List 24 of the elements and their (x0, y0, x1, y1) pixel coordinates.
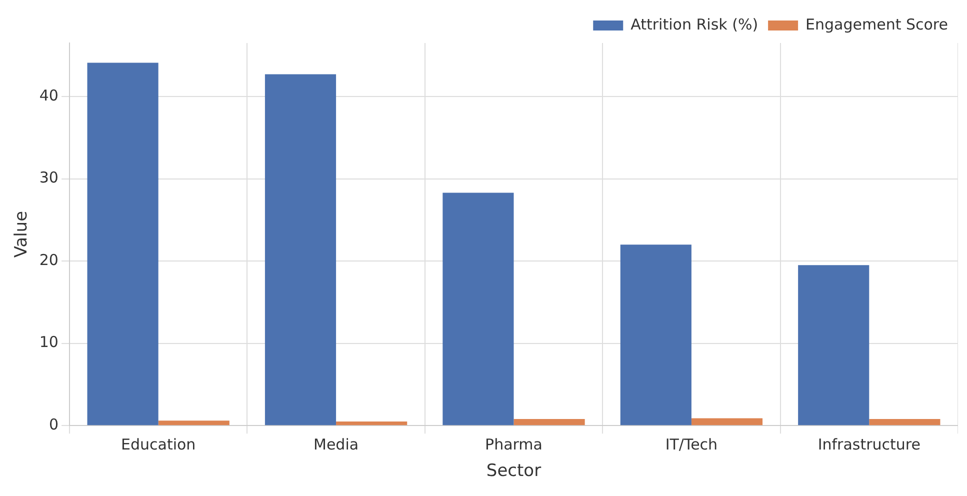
bar (691, 418, 763, 426)
x-axis-title: Sector (486, 461, 542, 482)
y-tick-label: 40 (39, 86, 58, 104)
x-tick-label: IT/Tech (665, 435, 718, 454)
bar (514, 419, 585, 426)
y-axis-title: Value (12, 210, 32, 258)
legend-label: Engagement Score (806, 15, 948, 34)
bar (442, 192, 514, 426)
bar (620, 244, 692, 426)
bar (264, 74, 336, 426)
y-tick-label: 10 (39, 333, 58, 352)
bar (869, 419, 940, 426)
x-tick-label: Media (314, 435, 359, 454)
x-tick-label: Education (120, 435, 196, 454)
bar (336, 421, 408, 426)
x-tick-label: Pharma (485, 435, 542, 454)
legend-label: Attrition Risk (%) (630, 15, 758, 34)
y-tick-label: 30 (39, 168, 58, 187)
bar (158, 420, 230, 426)
y-tick-label: 0 (48, 415, 58, 434)
bar (87, 62, 158, 426)
bar (798, 265, 870, 426)
y-tick-label: 20 (39, 250, 58, 269)
x-tick-label: Infrastructure (818, 435, 920, 454)
